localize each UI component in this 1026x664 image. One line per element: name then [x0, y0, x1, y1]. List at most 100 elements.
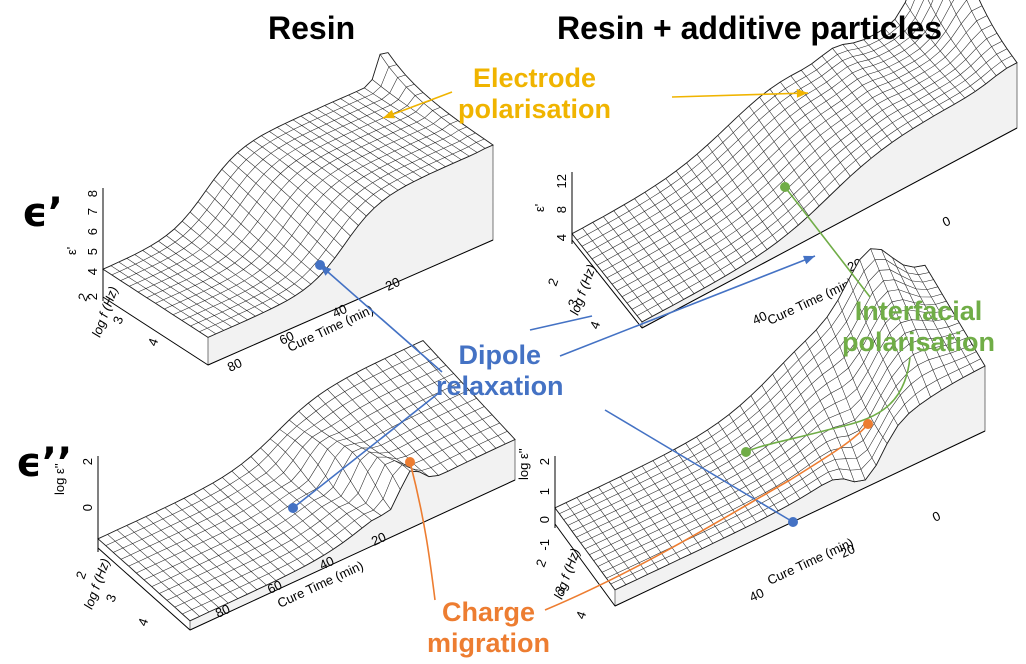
row-label-real-permittivity: ϵ’ [22, 190, 63, 236]
x-tick-label: 60 [265, 577, 284, 597]
surface-mesh-line [164, 507, 258, 590]
surface-mesh-line [394, 353, 487, 453]
row-label-imag-permittivity: ϵ’’ [16, 440, 73, 486]
surface-mesh-line [780, 81, 851, 177]
surface-mesh-line [696, 154, 768, 250]
y-axis-line [97, 547, 191, 631]
surface-mesh-line [859, 259, 920, 405]
surface-mesh-line [892, 257, 953, 384]
y-tick-label: 4 [145, 336, 162, 348]
surface-mesh-line [613, 210, 684, 300]
annotation-dipole-relaxation: Dipole relaxation [436, 340, 564, 402]
surface-mesh-line [717, 422, 779, 511]
surface-mesh-line [674, 449, 735, 533]
surface-mesh-line [598, 487, 659, 570]
surface-mesh-line [183, 498, 277, 581]
x-tick-label: 0 [930, 508, 943, 525]
surface-mesh-line [738, 115, 809, 216]
y-tick-label: 3 [103, 592, 120, 604]
surface-mesh-line [107, 534, 200, 617]
annotation-line: migration [427, 628, 551, 658]
surface-mesh-line [284, 123, 391, 196]
annotation-line: Charge [441, 597, 536, 627]
surface-mesh-line [142, 250, 248, 321]
surface-mesh-line [675, 170, 747, 264]
marker-dipole-tl [315, 260, 325, 270]
surface-mesh-line [403, 349, 497, 449]
arrow-electrode-left-head [383, 109, 395, 119]
surface-mesh-line [193, 493, 286, 577]
z-axis-title: ε' [64, 247, 79, 255]
surface-mesh-line [769, 88, 841, 187]
z-axis-title: ε' [532, 204, 547, 212]
y-axis-line [571, 239, 643, 329]
column-header-additive: Resin + additive particles [557, 10, 943, 46]
surface-mesh-line [145, 516, 238, 599]
arrow-charge-left [409, 461, 436, 601]
y-axis-title: log f (Hz) [81, 556, 113, 611]
surface-mesh-line [134, 254, 240, 324]
surface-mesh-line [327, 389, 420, 473]
surface-mesh-line [707, 429, 768, 517]
surface-mesh-line [894, 19, 966, 99]
surface-mesh-line [308, 112, 414, 182]
surface-mesh-line [279, 429, 372, 521]
surface-mesh-line [821, 55, 893, 143]
surface-mesh-line [212, 482, 305, 567]
surface-mesh-line [761, 385, 823, 486]
arrow-electrode-left [382, 91, 453, 119]
x-tick-label: 20 [369, 529, 388, 549]
surface-mesh-line [213, 179, 319, 278]
z-tick-label: 2 [85, 293, 100, 300]
surface-mesh-line [728, 414, 790, 506]
surface-mesh-line [317, 395, 411, 472]
x-tick-label: 40 [747, 585, 766, 605]
surface-mesh-line [966, 0, 1007, 69]
marker-dipole-bl [288, 503, 298, 513]
surface-mesh-line [126, 525, 219, 608]
y-tick-label: 4 [573, 609, 590, 621]
surface-mesh-line [576, 497, 638, 580]
surface-mesh-line [748, 105, 820, 207]
x-tick-label: 40 [317, 553, 336, 573]
y-tick-label: 2 [75, 291, 92, 303]
z-axis-title: log ε'' [516, 448, 531, 480]
surface-mesh-line [582, 227, 653, 317]
surface-mesh-line [750, 395, 812, 493]
surface-mesh-line [356, 91, 462, 160]
surface-mesh-line [913, 267, 975, 372]
surface-mesh-line [873, 34, 945, 111]
arrow-interfacial-bottom [745, 356, 911, 453]
surface-mesh-line [237, 152, 343, 248]
surface-mesh-line [826, 316, 888, 444]
y-tick-label: 4 [135, 616, 152, 628]
x-tick-label: 20 [383, 274, 402, 294]
z-tick-label: 8 [554, 206, 569, 213]
z-tick-label: 0 [537, 516, 552, 523]
surface-mesh-line [102, 268, 209, 338]
y-axis-line [554, 523, 616, 607]
surface-mesh-line [379, 54, 486, 149]
surface-mesh-line [924, 265, 986, 367]
y-axis-title: log f (Hz) [89, 284, 121, 339]
arrow-dipole-bl [292, 391, 441, 509]
annotation-charge-migration: Charge migration [427, 597, 550, 659]
x-axis-line [207, 239, 494, 366]
surface-mesh-line [707, 144, 778, 243]
surface-mesh-line [118, 261, 224, 331]
surface-mesh-line [346, 377, 439, 476]
surface-mesh-line [340, 98, 446, 167]
marker-interfacial-bottom [741, 447, 751, 457]
surface-mesh-line [644, 192, 716, 283]
surface-mesh-line [815, 329, 877, 466]
arrow-dipole-tr-head [803, 255, 815, 265]
surface-mesh-line [927, 0, 987, 85]
surface-mesh-line [655, 185, 726, 277]
x-tick-label: 80 [225, 355, 244, 375]
surface-mesh-line [150, 245, 256, 317]
z-tick-label: 2 [537, 458, 552, 465]
z-tick-label: -1 [537, 539, 552, 551]
